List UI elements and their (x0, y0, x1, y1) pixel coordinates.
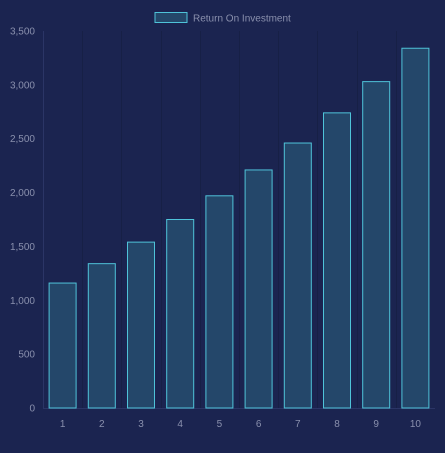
x-tick-label: 5 (217, 419, 223, 430)
legend-swatch[interactable] (154, 12, 188, 23)
bar[interactable] (362, 81, 391, 409)
legend-label[interactable]: Return On Investment (193, 14, 291, 25)
bar[interactable] (401, 47, 430, 409)
y-tick-labels: 0 500 1,000 1,500 2,000 2,500 3,000 3,500 (10, 27, 35, 415)
bar[interactable] (87, 263, 116, 409)
y-tick-label: 500 (18, 350, 35, 361)
y-tick-label: 3,000 (10, 80, 35, 91)
x-tick-label: 10 (410, 419, 422, 430)
x-tick-label: 3 (138, 419, 144, 430)
bar[interactable] (323, 112, 351, 409)
grid-lines (82, 31, 397, 408)
x-tick-label: 4 (177, 419, 183, 430)
x-tick-label: 6 (256, 419, 262, 430)
y-tick-label: 0 (29, 404, 35, 415)
bar[interactable] (166, 219, 195, 409)
x-tick-label: 9 (373, 419, 379, 430)
bar[interactable] (283, 142, 312, 409)
x-tick-label: 7 (295, 419, 301, 430)
bar[interactable] (48, 282, 77, 409)
bars (48, 47, 430, 409)
bar[interactable] (127, 241, 155, 409)
x-tick-label: 2 (99, 419, 105, 430)
y-tick-label: 1,500 (10, 242, 35, 253)
y-tick-label: 1,000 (10, 296, 35, 307)
legend[interactable]: Return On Investment (154, 12, 291, 25)
y-tick-label: 3,500 (10, 27, 35, 38)
y-tick-label: 2,500 (10, 134, 35, 145)
x-tick-label: 1 (60, 419, 66, 430)
bar[interactable] (244, 169, 273, 409)
y-tick-label: 2,000 (10, 188, 35, 199)
bar[interactable] (205, 195, 234, 409)
x-tick-labels: 1 2 3 4 5 6 7 8 9 10 (60, 419, 422, 430)
x-tick-label: 8 (334, 419, 340, 430)
